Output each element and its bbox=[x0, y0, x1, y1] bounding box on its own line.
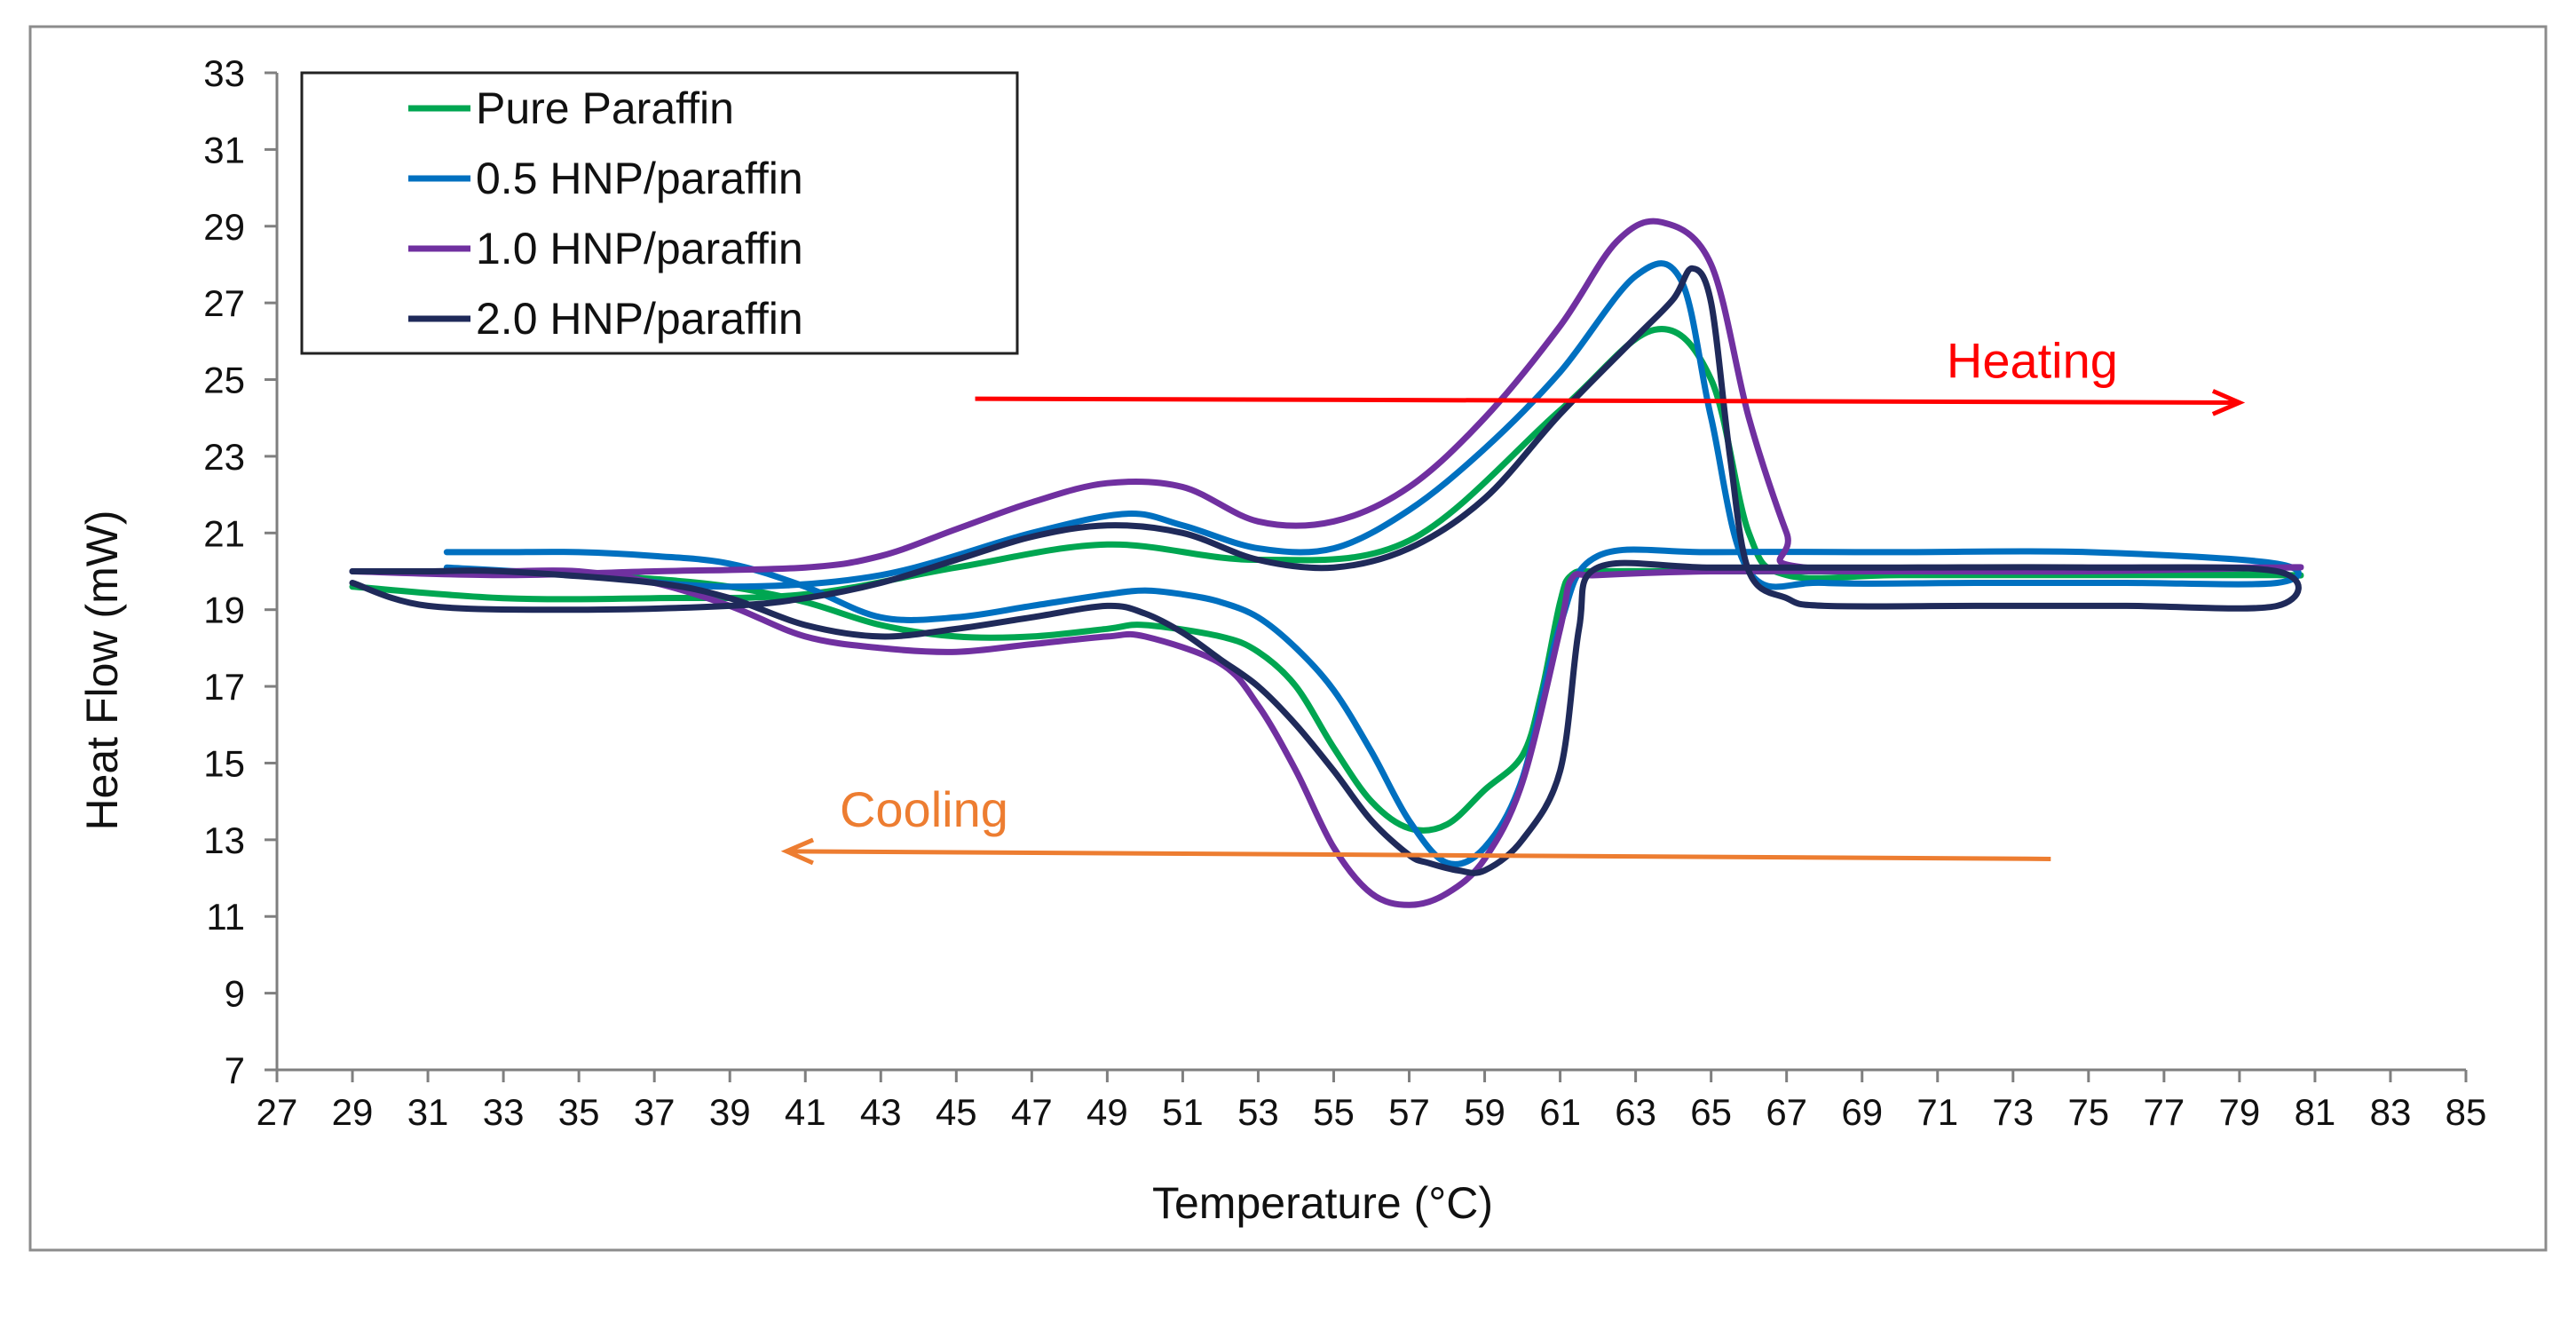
y-tick-label: 17 bbox=[203, 666, 245, 708]
x-tick-label: 59 bbox=[1464, 1091, 1505, 1133]
x-tick-label: 51 bbox=[1162, 1091, 1204, 1133]
x-axis-title: Temperature (°C) bbox=[1152, 1178, 1493, 1228]
y-tick-label: 21 bbox=[203, 512, 245, 554]
annotation-arrowhead-1 bbox=[780, 837, 815, 866]
x-tick-label: 77 bbox=[2144, 1091, 2185, 1133]
legend: Pure Paraffin 0.5 HNP/paraffin 1.0 HNP/p… bbox=[300, 71, 1019, 355]
x-tick-label: 41 bbox=[785, 1091, 826, 1133]
x-tick-label: 57 bbox=[1388, 1091, 1430, 1133]
annotation-arrowhead-0 bbox=[2211, 389, 2246, 416]
x-tick-label: 61 bbox=[1539, 1091, 1581, 1133]
x-tick-label: 37 bbox=[634, 1091, 676, 1133]
x-tick-label: 71 bbox=[1916, 1091, 1958, 1133]
series-line-2 bbox=[349, 218, 2304, 908]
x-tick-label: 69 bbox=[1841, 1091, 1883, 1133]
y-tick-label: 11 bbox=[206, 896, 245, 938]
y-tick-label: 29 bbox=[203, 206, 245, 248]
y-tick-label: 23 bbox=[203, 436, 245, 478]
y-tick-label: 15 bbox=[203, 742, 245, 784]
annotation-layer: Heating Cooling bbox=[780, 332, 2246, 866]
x-tick-label: 27 bbox=[257, 1091, 298, 1133]
x-tick-label: 65 bbox=[1690, 1091, 1732, 1133]
legend-label-pure-paraffin: Pure Paraffin bbox=[476, 83, 734, 133]
x-tick-label: 33 bbox=[483, 1091, 525, 1133]
annotation-label-1: Cooling bbox=[840, 781, 1008, 837]
y-axis-title: Heat Flow (mW) bbox=[77, 510, 127, 830]
x-tick-label: 53 bbox=[1237, 1091, 1279, 1133]
annotation-arrow-0 bbox=[975, 396, 2240, 405]
y-tick-label: 13 bbox=[203, 819, 245, 861]
x-tick-label: 83 bbox=[2370, 1091, 2412, 1133]
x-tick-label: 75 bbox=[2067, 1091, 2109, 1133]
x-tick-label: 67 bbox=[1766, 1091, 1807, 1133]
y-tick-label: 33 bbox=[203, 52, 245, 94]
x-tick-label: 29 bbox=[332, 1091, 374, 1133]
x-tick-label: 85 bbox=[2446, 1091, 2487, 1133]
series-layer bbox=[349, 218, 2304, 908]
y-tick-label: 27 bbox=[203, 282, 245, 324]
x-tick-label: 43 bbox=[860, 1091, 902, 1133]
x-tick-label: 49 bbox=[1087, 1091, 1128, 1133]
y-tick-label: 31 bbox=[203, 129, 245, 170]
legend-label-1-0-hnp: 1.0 HNP/paraffin bbox=[476, 224, 803, 273]
x-tick-label: 47 bbox=[1011, 1091, 1053, 1133]
legend-label-0-5-hnp: 0.5 HNP/paraffin bbox=[476, 154, 803, 203]
x-tick-label: 31 bbox=[407, 1091, 449, 1133]
annotation-label-0: Heating bbox=[1947, 332, 2118, 388]
series-line-1 bbox=[443, 260, 2302, 867]
y-tick-label: 25 bbox=[203, 360, 245, 401]
y-tick-label: 7 bbox=[225, 1049, 245, 1091]
x-tick-label: 81 bbox=[2295, 1091, 2336, 1133]
x-tick-label: 73 bbox=[1992, 1091, 2034, 1133]
y-tick-label: 19 bbox=[203, 590, 245, 631]
legend-label-2-0-hnp: 2.0 HNP/paraffin bbox=[476, 294, 803, 344]
y-tick-label: 9 bbox=[225, 973, 245, 1015]
annotation-arrow-1 bbox=[786, 849, 2051, 861]
x-tick-label: 55 bbox=[1313, 1091, 1355, 1133]
x-tick-label: 35 bbox=[558, 1091, 600, 1133]
series-line-3 bbox=[349, 265, 2302, 876]
x-tick-label: 79 bbox=[2219, 1091, 2261, 1133]
x-tick-label: 39 bbox=[709, 1091, 751, 1133]
x-tick-label: 45 bbox=[936, 1091, 977, 1133]
legend-box bbox=[300, 71, 1019, 355]
x-tick-label: 63 bbox=[1615, 1091, 1656, 1133]
